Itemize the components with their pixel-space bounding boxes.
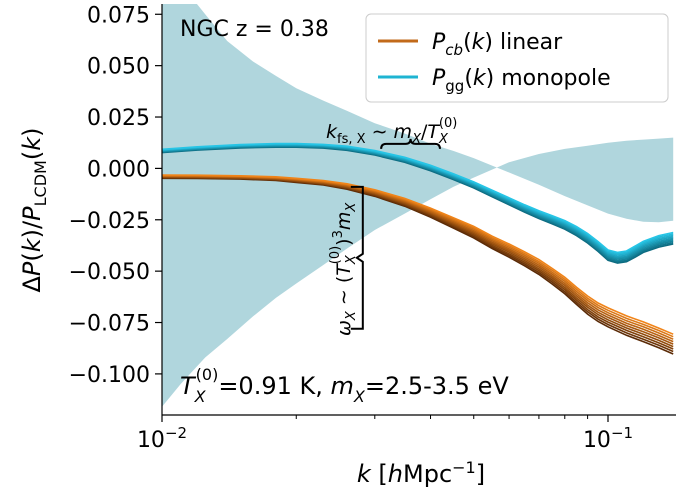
omega-annotation: ωX ∼ (TX(0))3mX <box>328 202 359 336</box>
legend-label-pgg: Pgg(k) monopole <box>432 66 611 95</box>
series-pcb-linear <box>162 174 674 355</box>
legend-box <box>365 13 669 103</box>
y-ticks: 0.075 0.050 0.025 0.000 −0.025 −0.050 −0.075 −0… <box>69 3 162 388</box>
y-tick-label: 0.000 <box>87 157 150 182</box>
series-pgg-monopole <box>162 142 674 264</box>
sample-label: NGC z = 0.38 <box>180 17 329 42</box>
y-tick-label: −0.050 <box>69 260 150 285</box>
series-group <box>162 142 674 355</box>
x-tick-label: 10−2 <box>137 424 187 453</box>
legend: Pcb(k) linear Pgg(k) monopole <box>365 13 669 103</box>
y-axis-label: ΔP(k)/PLCDM(k) <box>18 128 50 293</box>
params-annotation: TX(0)=0.91 K, mX=2.5-3.5 eV <box>180 365 509 406</box>
x-ticks: 10−2 10−1 <box>137 415 633 453</box>
series-line <box>162 174 674 335</box>
kfs-bracket <box>380 138 441 149</box>
y-tick-label: 0.050 <box>87 55 150 80</box>
kfs-annotation: kfs, X ∼ mX/TX(0) <box>326 116 457 147</box>
y-tick-label: −0.025 <box>69 209 150 234</box>
y-tick-label: 0.025 <box>87 106 150 131</box>
x-axis-label: k [hMpc−1] <box>357 458 485 488</box>
series-line <box>162 142 674 254</box>
legend-label-pcb: Pcb(k) linear <box>432 30 563 59</box>
y-tick-label: 0.075 <box>87 3 150 28</box>
x-tick-label: 10−1 <box>583 424 633 453</box>
y-tick-label: −0.075 <box>69 312 150 337</box>
omega-bracket <box>350 185 364 330</box>
y-tick-label: −0.100 <box>69 363 150 388</box>
